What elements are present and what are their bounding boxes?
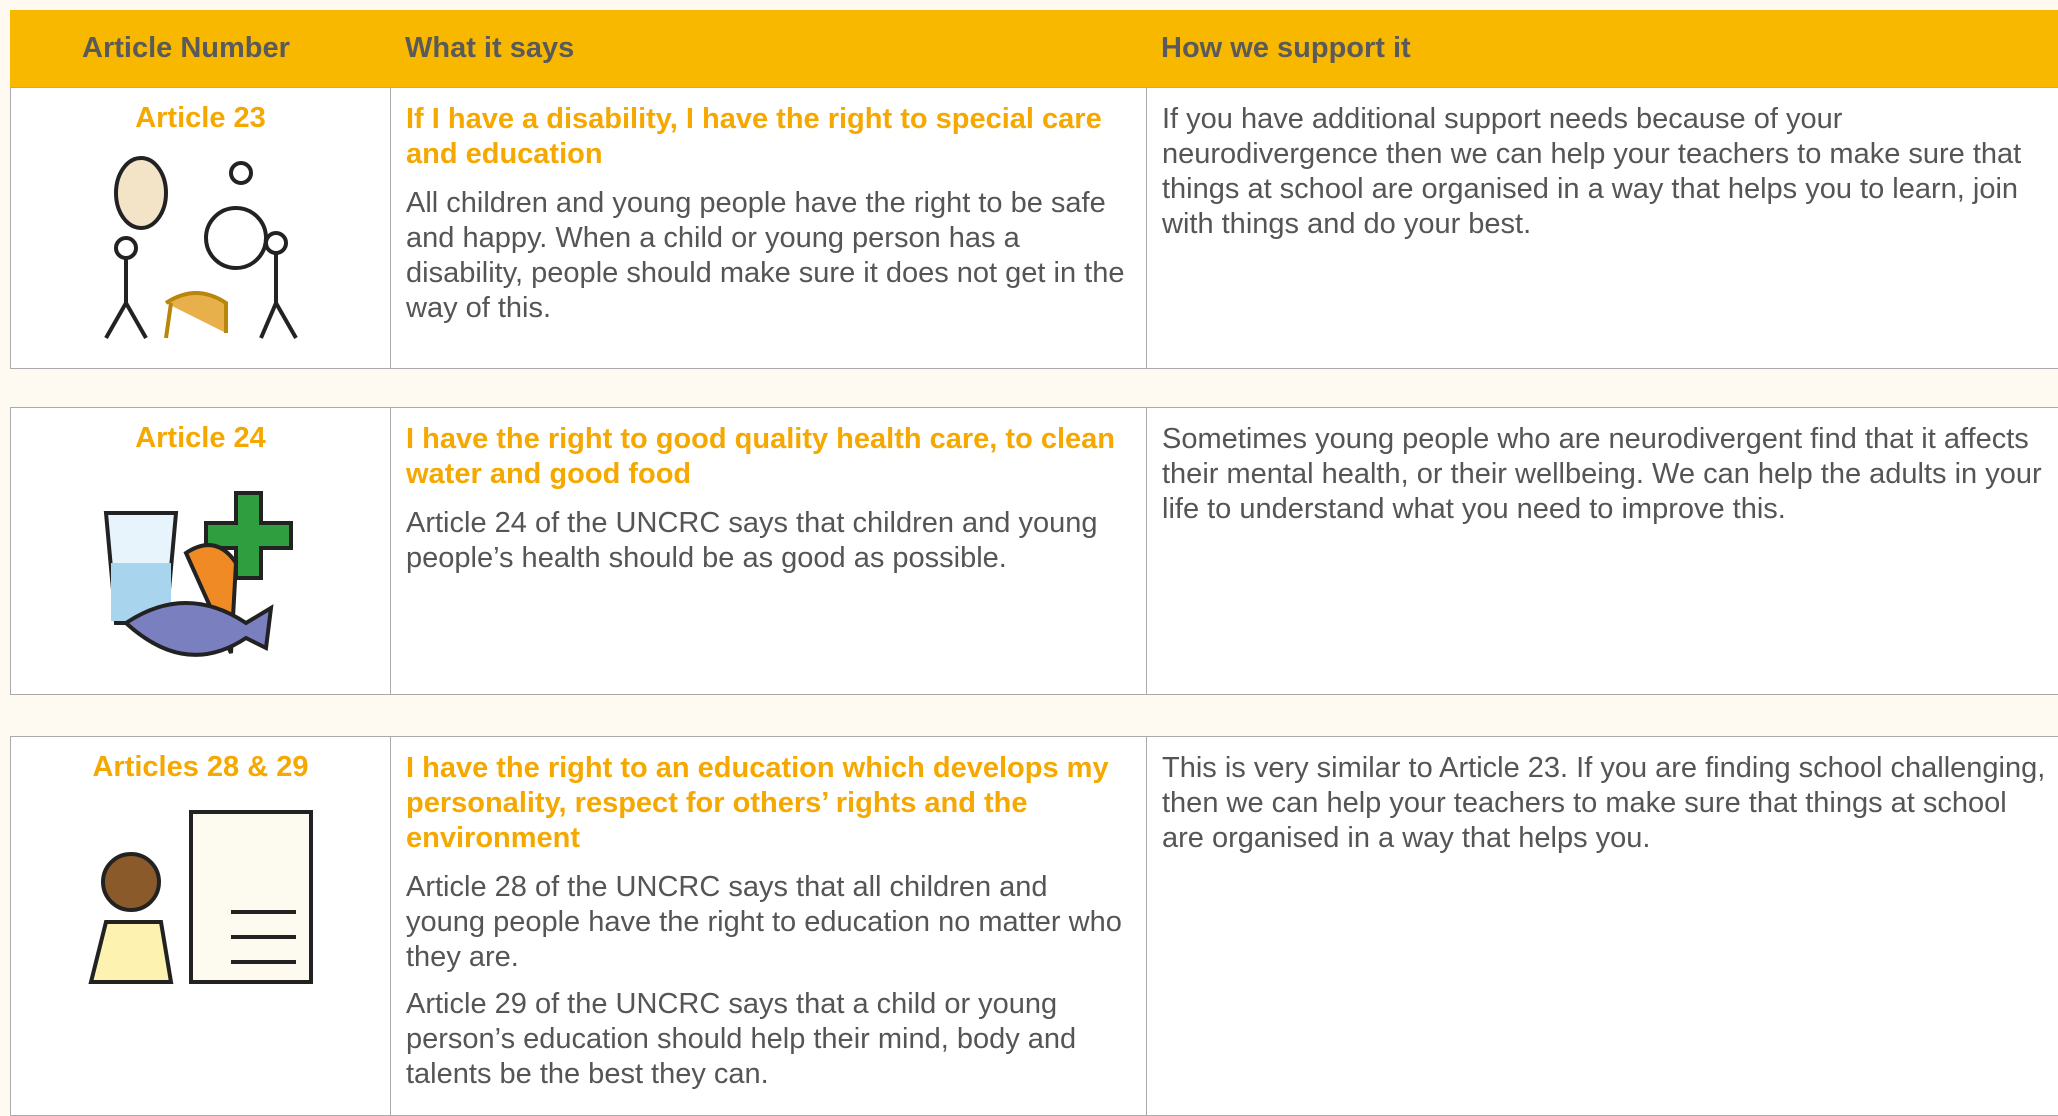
cell: If you have additional support needs bec… [1146,88,2058,368]
cell: I have the right to good quality health … [390,408,1146,694]
paragraph: All children and young people have the r… [406,186,1126,326]
cell: Article 23 [11,88,390,368]
support-text: Sometimes young people who are neurodive… [1162,422,2054,527]
support-text: If you have additional support needs bec… [1162,102,2054,242]
column-header: What it says [405,10,574,87]
paragraph: Article 24 of the UNCRC says that childr… [406,506,1126,576]
column-header: Article Number [82,10,290,87]
page-body: Article Number What it says How we suppo… [0,0,2058,1104]
cell: Sometimes young people who are neurodive… [1146,408,2058,694]
table-header: Article Number What it says How we suppo… [10,10,2058,87]
right-heading: I have the right to good quality health … [406,422,1126,492]
education-icon [81,802,321,992]
support-text: This is very similar to Article 23. If y… [1162,751,2054,856]
table-row: Article 24 I have the right to good qual… [10,407,2058,695]
page: Rights table {"header":{"columns":["Arti… [0,0,2058,1104]
cell: Articles 28 & 29 [11,737,390,1115]
table-row: Article 23 If I have a disability, I hav… [10,87,2058,369]
right-heading: I have the right to an education which d… [406,751,1126,856]
paragraph: Article 29 of the UNCRC says that a chil… [406,987,1126,1092]
right-heading: If I have a disability, I have the right… [406,102,1126,172]
paragraph: Article 28 of the UNCRC says that all ch… [406,870,1126,975]
disability-icon [96,153,306,343]
table-row: Articles 28 & 29 I have the right to an … [10,736,2058,1116]
cell: I have the right to an education which d… [390,737,1146,1115]
health-icon [86,473,316,663]
article-number: Article 24 [11,422,390,455]
cell: This is very similar to Article 23. If y… [1146,737,2058,1115]
article-number: Articles 28 & 29 [11,751,390,784]
article-number: Article 23 [11,102,390,135]
cell: If I have a disability, I have the right… [390,88,1146,368]
cell: Article 24 [11,408,390,694]
column-header: How we support it [1161,10,1411,87]
